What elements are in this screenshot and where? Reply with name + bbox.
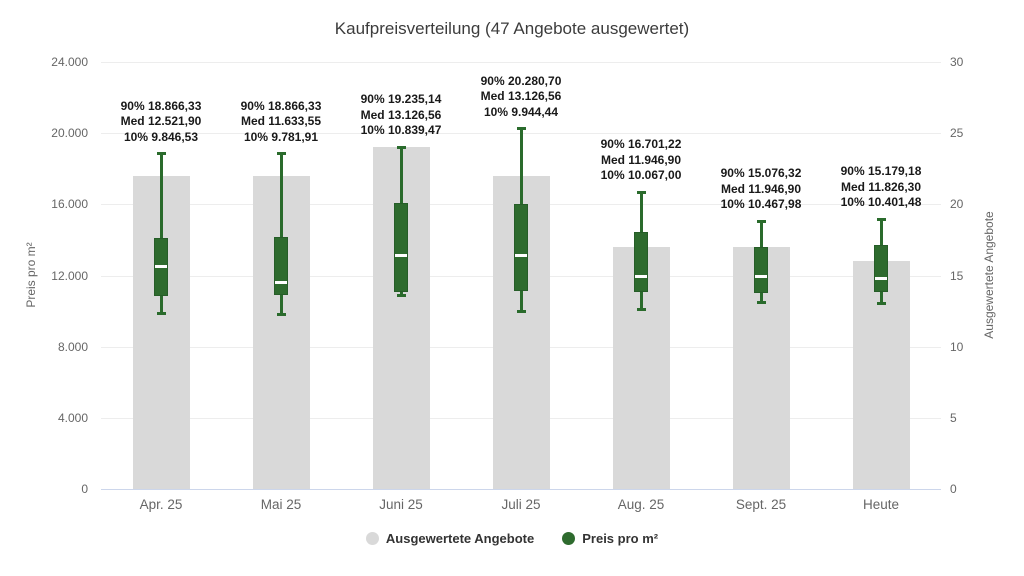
- right-axis-tick-label: 25: [950, 126, 964, 141]
- annotation-juli-25: 90% 20.280,70 Med 13.126,56 10% 9.944,44: [441, 74, 601, 121]
- annotation-juni-25: 90% 19.235,14 Med 13.126,56 10% 10.839,47: [321, 92, 481, 139]
- x-label-aug-25: Aug. 25: [617, 497, 665, 512]
- annotation-line: 10% 9.781,91: [243, 129, 319, 144]
- left-axis-tick-label: 24.000: [51, 55, 88, 69]
- left-axis-tick-label: 8.000: [57, 339, 88, 354]
- annotation-line: 90% 18.866,33: [240, 98, 322, 113]
- right-axis-tick-label: 5: [950, 410, 957, 425]
- left-axis-tick-label: 20.000: [51, 126, 88, 141]
- annotation-line: 10% 9.846,53: [123, 129, 199, 144]
- whisker-cap-top: [876, 217, 886, 221]
- left-axis-tick-label: 0: [81, 482, 88, 496]
- whisker-line: [279, 153, 283, 315]
- box-body: [874, 244, 888, 293]
- annotation-line: Med 11.946,90: [600, 152, 682, 167]
- legend: Ausgewertete Angebote Preis pro m²: [0, 531, 1024, 546]
- annotation-line: 90% 15.076,32: [720, 166, 802, 181]
- annotation-line: 90% 20.280,70: [480, 73, 562, 88]
- annotation-line: Med 13.126,56: [480, 89, 562, 104]
- whisker-cap-top: [756, 219, 766, 223]
- whisker-cap-bottom: [156, 311, 166, 315]
- left-axis-tick-label: 16.000: [51, 197, 88, 212]
- annotation-mai-25: 90% 18.866,33 Med 11.633,55 10% 9.781,91: [201, 99, 361, 146]
- left-axis-tick-label: 4.000: [57, 410, 88, 425]
- whisker-cap-top: [396, 145, 406, 149]
- whisker-cap-bottom: [276, 313, 286, 316]
- x-label-sept-25: Sept. 25: [735, 497, 787, 512]
- whisker-line: [159, 153, 163, 314]
- x-label-mai-25: Mai 25: [260, 497, 302, 512]
- legend-label: Ausgewertete Angebote: [385, 531, 535, 546]
- x-label-juli-25: Juli 25: [501, 497, 541, 512]
- annotation-line: Med 11.633,55: [240, 114, 322, 129]
- box-body: [514, 204, 528, 292]
- right-axis-tick-label: 20: [950, 197, 964, 212]
- annotation-line: 10% 10.401,48: [840, 195, 922, 210]
- whisker-cap-top: [276, 152, 286, 156]
- annotation-sept-25: 90% 15.076,32 Med 11.946,90 10% 10.467,98: [681, 166, 841, 213]
- whisker-cap-bottom: [396, 294, 406, 298]
- annotation-line: 10% 10.839,47: [360, 123, 442, 138]
- annotation-heute: 90% 15.179,18 Med 11.826,30 10% 10.401,48: [801, 164, 961, 211]
- box-body: [754, 247, 768, 293]
- median-line: [275, 280, 287, 284]
- annotation-line: 10% 10.467,98: [720, 197, 802, 212]
- x-label-heute: Heute: [862, 497, 900, 512]
- median-line: [635, 274, 647, 278]
- legend-dot-preis-pro-m: [562, 532, 576, 545]
- annotation-line: 90% 15.179,18: [840, 164, 922, 179]
- median-line: [515, 254, 527, 257]
- whisker-cap-top: [516, 127, 526, 131]
- median-line: [395, 254, 407, 257]
- annotation-line: 90% 16.701,22: [600, 137, 682, 152]
- whisker-cap-bottom: [636, 307, 646, 311]
- annotation-line: Med 11.826,30: [840, 179, 922, 194]
- annotation-line: 90% 18.866,33: [120, 98, 202, 113]
- right-axis-tick-label: 15: [950, 268, 964, 283]
- x-axis-line: [101, 489, 941, 490]
- median-line: [755, 274, 767, 278]
- right-axis-tick-label: 30: [950, 55, 964, 69]
- legend-label: Preis pro m²: [582, 531, 659, 546]
- box-body: [274, 237, 288, 295]
- x-label-apr-25: Apr. 25: [139, 497, 183, 512]
- annotation-line: 90% 19.235,14: [360, 92, 442, 107]
- chart-title: Kaufpreisverteilung (47 Angebote ausgewe…: [334, 19, 690, 38]
- legend-dot-ausgewertete-angebote: [365, 532, 379, 545]
- whisker-cap-bottom: [876, 301, 886, 305]
- x-label-juni-25: Juni 25: [379, 497, 423, 512]
- whisker-cap-top: [636, 190, 646, 194]
- grid-line: [101, 62, 941, 63]
- right-axis-tick-label: 10: [950, 339, 964, 354]
- legend-item-ausgewertete-angebote[interactable]: Ausgewertete Angebote: [365, 531, 535, 546]
- annotation-aug-25: 90% 16.701,22 Med 11.946,90 10% 10.067,00: [561, 137, 721, 184]
- annotation-line: Med 11.946,90: [720, 181, 802, 196]
- annotation-apr-25: 90% 18.866,33 Med 12.521,90 10% 9.846,53: [81, 99, 241, 146]
- box-body: [394, 203, 408, 293]
- whisker-cap-top: [156, 152, 166, 156]
- annotation-line: 10% 9.944,44: [483, 104, 559, 119]
- right-axis-tick-label: 0: [950, 482, 957, 496]
- box-body: [634, 232, 648, 293]
- annotation-line: Med 12.521,90: [120, 114, 202, 129]
- annotation-line: Med 13.126,56: [360, 107, 442, 122]
- left-axis-tick-label: 12.000: [51, 268, 88, 283]
- median-line: [875, 277, 887, 281]
- legend-item-preis-pro-m[interactable]: Preis pro m²: [562, 531, 658, 546]
- whisker-cap-bottom: [516, 310, 526, 314]
- median-line: [155, 264, 167, 268]
- whisker-cap-bottom: [756, 300, 766, 304]
- annotation-line: 10% 10.067,00: [600, 168, 682, 183]
